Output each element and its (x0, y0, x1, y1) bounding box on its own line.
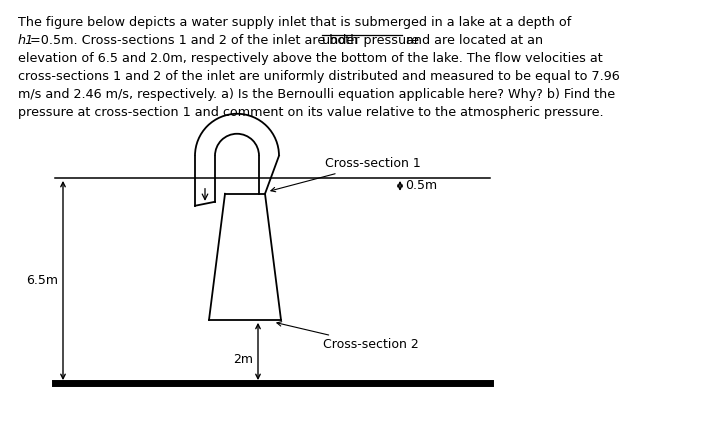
Text: pressure at cross-section 1 and comment on its value relative to the atmospheric: pressure at cross-section 1 and comment … (18, 106, 604, 119)
Text: 0.5m: 0.5m (405, 179, 437, 192)
Text: cross-sections 1 and 2 of the inlet are uniformly distributed and measured to be: cross-sections 1 and 2 of the inlet are … (18, 70, 620, 83)
Text: h1: h1 (18, 34, 34, 47)
Text: m/s and 2.46 m/s, respectively. a) Is the Bernoulli equation applicable here? Wh: m/s and 2.46 m/s, respectively. a) Is th… (18, 88, 615, 101)
Text: under pressure: under pressure (322, 34, 419, 47)
Text: elevation of 6.5 and 2.0m, respectively above the bottom of the lake. The flow v: elevation of 6.5 and 2.0m, respectively … (18, 52, 603, 65)
Text: =0.5m. Cross-sections 1 and 2 of the inlet are both: =0.5m. Cross-sections 1 and 2 of the inl… (30, 34, 362, 47)
Text: Cross-section 1: Cross-section 1 (271, 157, 421, 192)
Text: and are located at an: and are located at an (402, 34, 543, 47)
Text: 2m: 2m (233, 353, 253, 366)
Text: Cross-section 2: Cross-section 2 (277, 322, 419, 351)
Text: The figure below depicts a water supply inlet that is submerged in a lake at a d: The figure below depicts a water supply … (18, 16, 571, 29)
Text: 6.5m: 6.5m (26, 274, 58, 287)
